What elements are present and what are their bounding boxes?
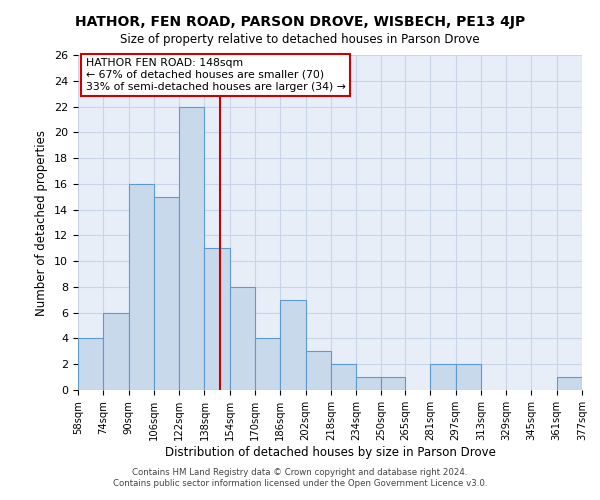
Bar [455,364,481,390]
Y-axis label: Number of detached properties: Number of detached properties [35,130,49,316]
Bar [255,338,280,390]
Text: Size of property relative to detached houses in Parson Drove: Size of property relative to detached ho… [120,32,480,46]
Text: HATHOR, FEN ROAD, PARSON DROVE, WISBECH, PE13 4JP: HATHOR, FEN ROAD, PARSON DROVE, WISBECH,… [75,15,525,29]
Text: Contains HM Land Registry data © Crown copyright and database right 2024.
Contai: Contains HM Land Registry data © Crown c… [113,468,487,487]
Bar [382,377,405,390]
Bar [557,377,582,390]
Bar [78,338,103,390]
Text: HATHOR FEN ROAD: 148sqm
← 67% of detached houses are smaller (70)
33% of semi-de: HATHOR FEN ROAD: 148sqm ← 67% of detache… [86,58,346,92]
Bar [154,196,179,390]
Bar [280,300,305,390]
Bar [430,364,455,390]
Bar [179,106,205,390]
Bar [205,248,230,390]
Bar [230,287,255,390]
Bar [305,352,331,390]
Bar [128,184,154,390]
Bar [356,377,382,390]
X-axis label: Distribution of detached houses by size in Parson Drove: Distribution of detached houses by size … [164,446,496,458]
Bar [331,364,356,390]
Bar [103,312,128,390]
